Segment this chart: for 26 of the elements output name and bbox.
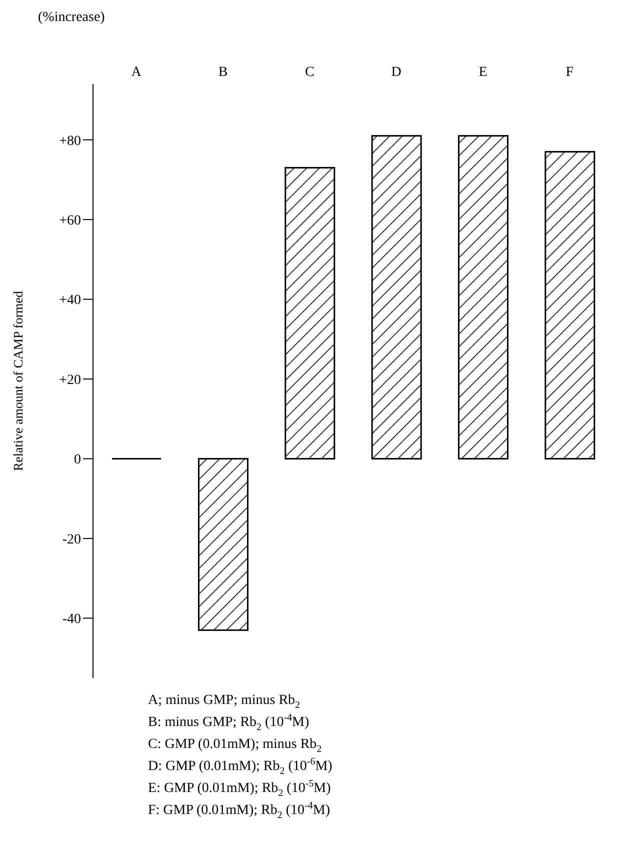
bar <box>371 135 422 460</box>
text: C: GMP (0.01mM); minus Rb$_{2}$ <box>148 736 323 756</box>
y-tick-label: +80 <box>59 134 81 149</box>
x-tick-label: A <box>131 65 142 80</box>
bar <box>458 135 508 460</box>
y-tick-label: +20 <box>59 372 81 388</box>
x-tick-label: E <box>478 65 488 80</box>
bar <box>544 151 596 460</box>
bar <box>198 458 248 631</box>
x-tick-label: C <box>304 65 314 80</box>
y-tick-label: +60 <box>59 214 81 229</box>
text: (%increase) <box>38 10 105 26</box>
y-axis-title: Relative amount of CAMP formed <box>10 290 26 472</box>
y-tick-label: 0 <box>74 452 81 468</box>
x-tick-label: F <box>566 65 574 80</box>
y-tick-label: +40 <box>59 293 81 308</box>
text: E: GMP (0.01mM); Rb$_{2}$ (10$^{-5}$M) <box>148 778 332 800</box>
y-tick-label: -40 <box>62 612 81 628</box>
text: D: GMP (0.01mM); Rb$_{2}$ (10$^{-6}$M) <box>148 756 334 778</box>
text: B: minus GMP; Rb$_{2}$ (10$^{-4}$M) <box>148 712 310 734</box>
text: A; minus GMP; minus Rb$_{2}$ <box>148 692 302 712</box>
bar <box>284 166 336 460</box>
x-tick-label: B <box>218 65 228 80</box>
y-tick-label: -20 <box>62 532 81 548</box>
x-tick-label: D <box>391 65 402 80</box>
text: F: GMP (0.01mM); Rb$_{2}$ (10$^{-4}$M) <box>148 800 332 822</box>
